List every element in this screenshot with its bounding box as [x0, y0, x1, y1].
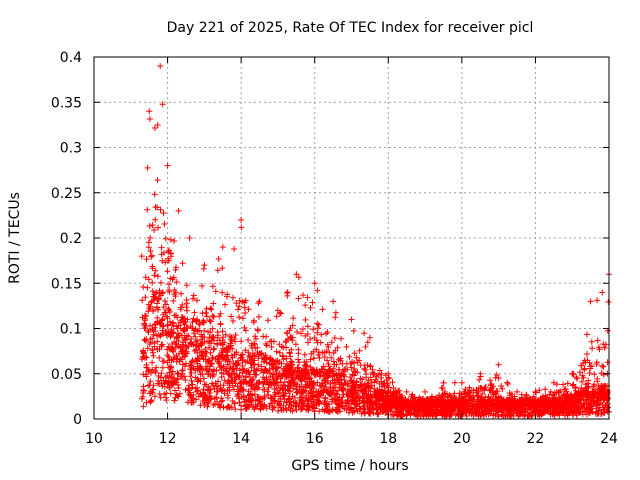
x-tick-label: 20 [453, 431, 471, 447]
x-axis-label: GPS time / hours [291, 458, 408, 474]
y-tick-labels: 0 0.05 0.1 0.15 0.2 0.25 0.3 0.35 0.4 [51, 50, 82, 428]
y-tick-label: 0 [73, 412, 82, 428]
x-tick-label: 14 [232, 431, 250, 447]
y-tick-label: 0.15 [51, 276, 82, 292]
y-tick-label: 0.25 [51, 186, 82, 202]
x-tick-label: 16 [306, 431, 324, 447]
y-axis-label: ROTI / TECUs [7, 192, 23, 284]
x-tick-label: 12 [159, 431, 177, 447]
y-tick-label: 0.4 [60, 50, 82, 66]
y-tick-label: 0.35 [51, 95, 82, 111]
x-tick-labels: 10 12 14 16 18 20 22 24 [85, 431, 618, 447]
y-tick-label: 0.3 [60, 141, 82, 157]
y-tick-label: 0.05 [51, 367, 82, 383]
x-tick-label: 22 [527, 431, 545, 447]
axis-ticks [93, 56, 610, 420]
chart-title: Day 221 of 2025, Rate Of TEC Index for r… [167, 20, 534, 36]
x-tick-label: 24 [600, 431, 618, 447]
roti-series-points [138, 63, 612, 420]
x-tick-label: 10 [85, 431, 103, 447]
y-tick-label: 0.2 [60, 231, 82, 247]
data-points [138, 63, 612, 420]
x-tick-label: 18 [379, 431, 397, 447]
y-tick-label: 0.1 [60, 322, 82, 338]
